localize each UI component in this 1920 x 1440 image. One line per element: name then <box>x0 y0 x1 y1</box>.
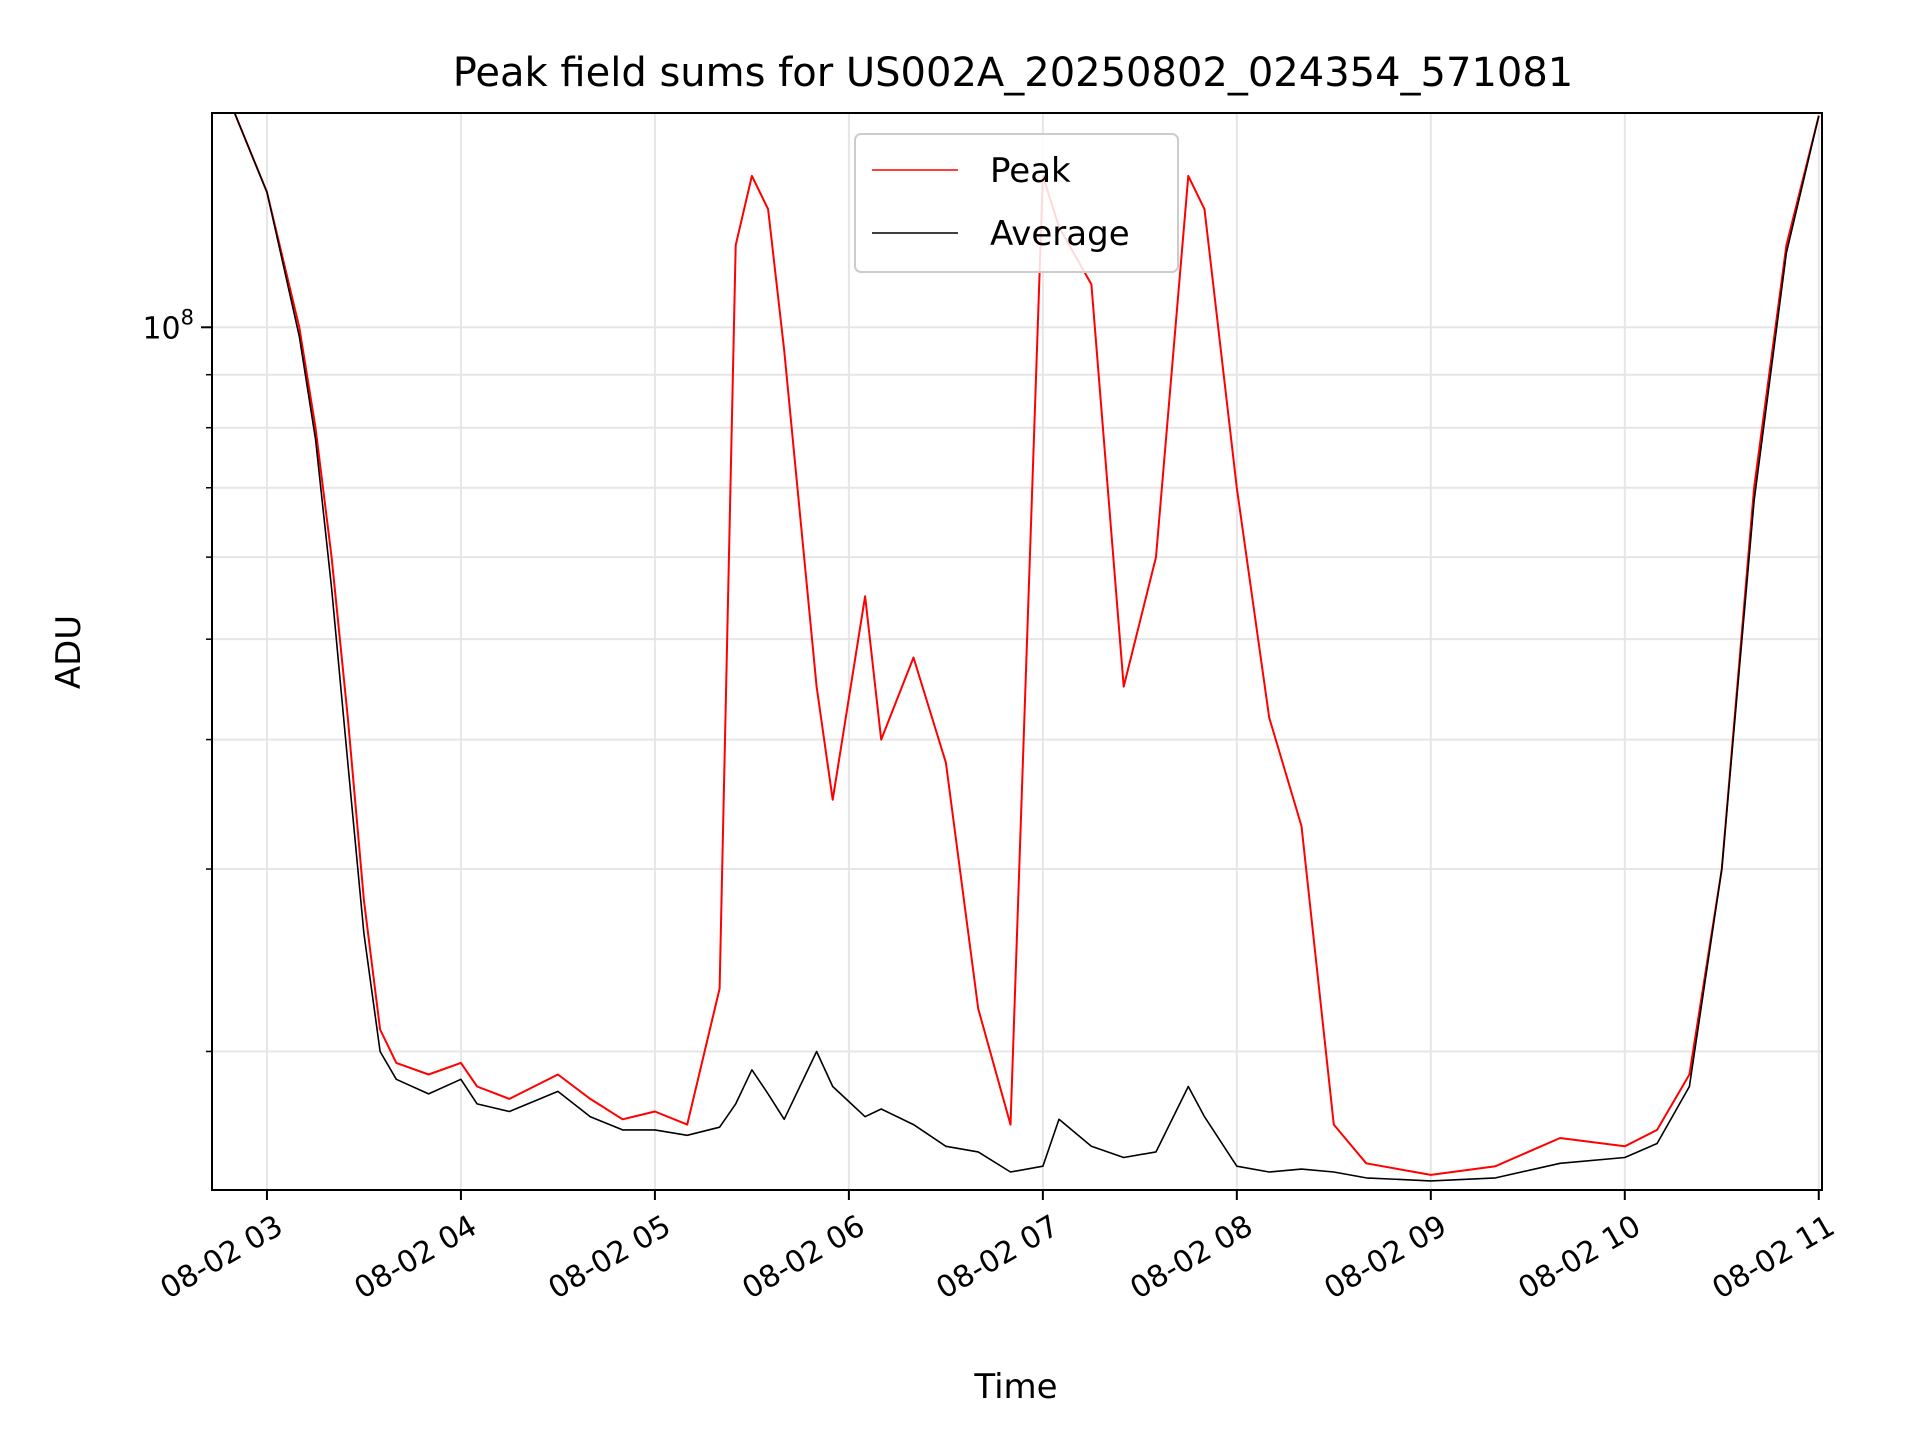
x-tick-label: 08-02 09 <box>1318 1209 1452 1307</box>
x-tick-label: 08-02 06 <box>737 1209 871 1307</box>
plot-frame <box>211 112 1823 1191</box>
x-axis-label: Time <box>973 1367 1057 1407</box>
legend: Peak Average <box>854 133 1179 273</box>
chart-title: Peak field sums for US002A_20250802_0243… <box>453 50 1574 96</box>
x-tick-label: 08-02 05 <box>543 1209 677 1307</box>
grid-lines <box>212 113 1822 1190</box>
y-tick-label-base: 10 <box>142 311 180 346</box>
x-tick-label: 08-02 11 <box>1706 1209 1840 1307</box>
legend-box <box>854 133 1179 273</box>
x-axis-ticks: 08-02 03 08-02 04 08-02 05 08-02 06 08-02 07… <box>155 1190 1841 1306</box>
y-tick-label: 108 <box>142 305 194 346</box>
series-average-line <box>212 113 1820 1182</box>
x-tick-label: 08-02 03 <box>155 1209 289 1307</box>
x-tick-label: 08-02 08 <box>1125 1209 1259 1307</box>
x-tick-label: 08-02 04 <box>349 1209 483 1307</box>
y-axis-ticks: 108 <box>142 305 212 1053</box>
x-tick-label: 08-02 07 <box>931 1209 1065 1307</box>
x-tick-label: 08-02 10 <box>1512 1209 1646 1307</box>
y-tick-label-exponent: 8 <box>181 305 194 329</box>
series-layer <box>212 113 1820 1182</box>
y-axis-label: ADU <box>49 615 89 689</box>
legend-peak-label: Peak <box>990 151 1071 191</box>
legend-average-label: Average <box>990 214 1130 254</box>
series-peak-line <box>212 113 1820 1176</box>
